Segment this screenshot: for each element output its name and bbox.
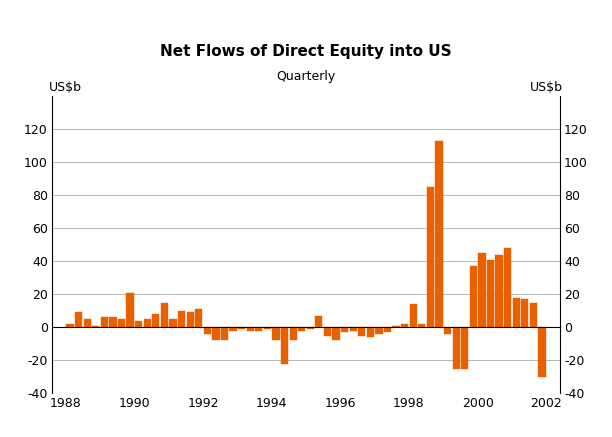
Bar xyxy=(170,319,177,327)
Bar xyxy=(427,187,434,327)
Bar xyxy=(152,314,160,327)
Bar xyxy=(504,248,511,327)
Bar xyxy=(401,324,408,327)
Bar xyxy=(67,324,73,327)
Text: US$b: US$b xyxy=(530,81,563,94)
Bar xyxy=(392,326,400,327)
Bar xyxy=(444,327,451,334)
Bar xyxy=(272,327,280,340)
Bar xyxy=(530,302,537,327)
Bar xyxy=(349,327,357,330)
Bar xyxy=(178,311,185,327)
Bar xyxy=(324,327,331,336)
Bar xyxy=(187,312,194,327)
Bar xyxy=(479,253,485,327)
Bar xyxy=(513,298,520,327)
Bar xyxy=(238,327,245,329)
Bar xyxy=(470,266,477,327)
Bar xyxy=(161,302,168,327)
Bar xyxy=(204,327,211,334)
Bar xyxy=(367,327,374,337)
Bar xyxy=(289,327,297,340)
Bar xyxy=(230,327,237,330)
Bar xyxy=(101,317,108,327)
Bar xyxy=(539,327,545,377)
Bar xyxy=(255,327,263,330)
Bar xyxy=(307,327,314,329)
Bar xyxy=(264,327,271,329)
Bar xyxy=(384,327,391,332)
Bar xyxy=(281,327,288,364)
Bar xyxy=(521,299,528,327)
Bar xyxy=(375,327,382,334)
Bar xyxy=(409,304,417,327)
Bar xyxy=(358,327,365,336)
Bar xyxy=(221,327,228,340)
Text: US$b: US$b xyxy=(49,81,82,94)
Bar xyxy=(315,316,323,327)
Bar xyxy=(332,327,340,340)
Text: Net Flows of Direct Equity into US: Net Flows of Direct Equity into US xyxy=(160,44,452,59)
Bar xyxy=(418,324,425,327)
Bar xyxy=(435,141,442,327)
Bar xyxy=(195,309,203,327)
Bar xyxy=(92,326,99,327)
Bar xyxy=(127,293,133,327)
Bar xyxy=(298,327,305,330)
Bar xyxy=(496,255,502,327)
Bar xyxy=(135,321,142,327)
Bar xyxy=(212,327,220,340)
Bar xyxy=(452,327,460,368)
Bar xyxy=(144,319,151,327)
Text: Quarterly: Quarterly xyxy=(277,70,335,83)
Bar xyxy=(487,260,494,327)
Bar xyxy=(118,319,125,327)
Bar xyxy=(341,327,348,332)
Bar xyxy=(84,319,91,327)
Bar xyxy=(110,317,116,327)
Bar xyxy=(461,327,468,368)
Bar xyxy=(247,327,254,330)
Bar xyxy=(75,312,82,327)
